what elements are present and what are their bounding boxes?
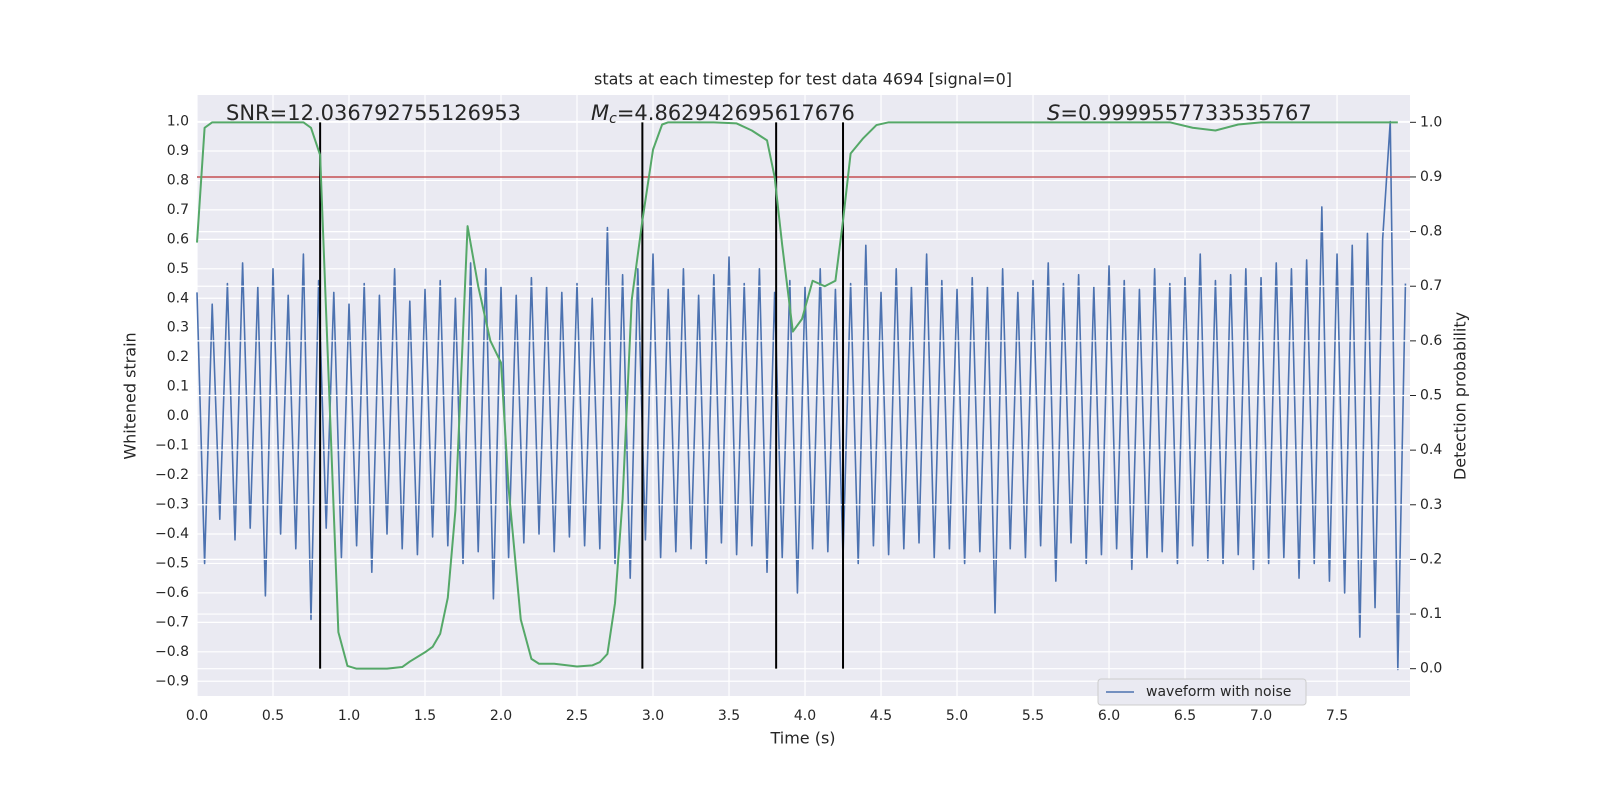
annotation: Mc=4.862942695617676 <box>591 101 855 127</box>
x-tick-label: 0.0 <box>186 708 208 724</box>
y-tick-label: 0.6 <box>167 231 189 247</box>
probability-line <box>196 121 1398 670</box>
y2-tick-label: 0.4 <box>1420 442 1442 458</box>
y2-tick-label: 0.0 <box>1420 661 1442 677</box>
annotation-text: =4.862942695617676 <box>617 101 855 125</box>
y2-tick-label: 0.6 <box>1420 333 1442 349</box>
y2-tick-label: 0.5 <box>1420 388 1442 404</box>
x-tick-label: 7.5 <box>1326 708 1348 724</box>
y-tick-label: −0.8 <box>155 644 189 660</box>
x-tick-label: 4.0 <box>794 708 816 724</box>
y-tick-label: 0.0 <box>167 408 189 424</box>
legend: waveform with noise <box>1097 678 1307 706</box>
legend-label: waveform with noise <box>1146 684 1291 700</box>
x-tick-label: 1.0 <box>338 708 360 724</box>
y-tick-label: −0.7 <box>155 614 189 630</box>
y2-tick-label: 0.2 <box>1420 551 1442 567</box>
x-tick-label: 0.5 <box>262 708 284 724</box>
y-tick-label: 0.8 <box>167 172 189 188</box>
x-tick-label: 7.0 <box>1250 708 1272 724</box>
y2-tick-label: 0.8 <box>1420 224 1442 240</box>
x-tick-label: 5.5 <box>1022 708 1044 724</box>
y2-tick-label: 0.9 <box>1420 169 1442 185</box>
waveform-line <box>196 120 1407 671</box>
y-tick-label: −0.2 <box>155 467 189 483</box>
y-tick-label: −0.9 <box>155 673 189 689</box>
chart-title: stats at each timestep for test data 469… <box>594 70 1012 89</box>
y-tick-label: 0.7 <box>167 202 189 218</box>
y-tick-label: −0.4 <box>155 526 189 542</box>
annotation-symbol: S <box>1047 101 1060 125</box>
annotation-symbol: M <box>591 101 609 125</box>
x-tick-label: 2.5 <box>566 708 588 724</box>
y-tick-label: 0.5 <box>167 261 189 277</box>
y2-tick-label: 0.1 <box>1420 606 1442 622</box>
y-axis-label: Whitened strain <box>121 332 140 459</box>
y2-axis-label: Detection probability <box>1451 312 1470 480</box>
y-tick-label: 1.0 <box>167 114 189 130</box>
y-tick-label: −0.6 <box>155 585 189 601</box>
x-axis-label: Time (s) <box>769 729 835 748</box>
y2-tick-label: 0.3 <box>1420 497 1442 513</box>
y2-tick-label: 1.0 <box>1420 114 1442 130</box>
y-tick-label: 0.4 <box>167 290 189 306</box>
annotation: S=0.9999557733535767 <box>1047 101 1312 125</box>
y-tick-label: 0.2 <box>167 349 189 365</box>
x-tick-label: 3.5 <box>718 708 740 724</box>
x-tick-label: 6.5 <box>1174 708 1196 724</box>
annotation-text: =0.9999557733535767 <box>1060 101 1311 125</box>
x-tick-label: 5.0 <box>946 708 968 724</box>
x-tick-label: 4.5 <box>870 708 892 724</box>
y-tick-label: −0.5 <box>155 555 189 571</box>
y-tick-label: −0.3 <box>155 497 189 513</box>
legend-box <box>1097 678 1307 706</box>
y-tick-label: 0.3 <box>167 320 189 336</box>
x-tick-label: 3.0 <box>642 708 664 724</box>
y-tick-label: 0.1 <box>167 379 189 395</box>
annotation: SNR=12.036792755126953 <box>226 101 521 125</box>
annotation-text: SNR=12.036792755126953 <box>226 101 521 125</box>
x-tick-label: 6.0 <box>1098 708 1120 724</box>
annotation-subscript: c <box>609 111 617 127</box>
y-tick-label: −0.1 <box>155 438 189 454</box>
x-tick-label: 1.5 <box>414 708 436 724</box>
x-tick-label: 2.0 <box>490 708 512 724</box>
y-tick-label: 0.9 <box>167 143 189 159</box>
y2-tick-label: 0.7 <box>1420 278 1442 294</box>
